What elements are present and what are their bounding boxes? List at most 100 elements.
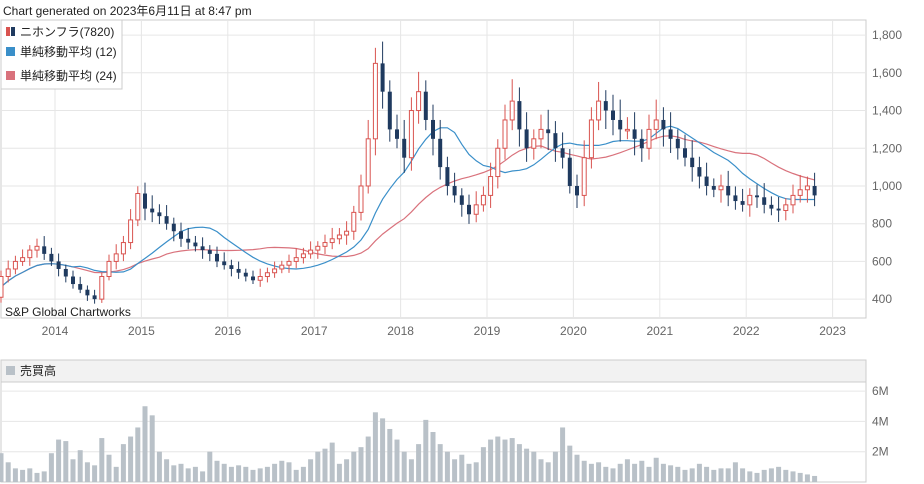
candle-down (423, 91, 428, 120)
price-tick-label: 800 (872, 217, 892, 231)
price-tick-label: 1,800 (872, 28, 902, 42)
volume-bar (682, 469, 688, 482)
volume-bar (804, 474, 810, 482)
price-tick-label: 1,200 (872, 141, 902, 155)
volume-bar (5, 462, 11, 482)
candle-up (351, 211, 357, 232)
candle-down (438, 138, 443, 168)
volume-tick-label: 4M (872, 414, 889, 428)
volume-bar (646, 466, 652, 482)
volume-bar (120, 444, 126, 482)
price-tick-label: 1,600 (872, 66, 902, 80)
volume-bar (63, 441, 69, 482)
candle-up (509, 100, 515, 121)
candle-down (560, 148, 565, 158)
legend-label-price: ニホンフラ(7820) (20, 25, 114, 39)
candle-down (71, 276, 75, 285)
volume-bar (430, 432, 436, 482)
legend-label-sma12: 単純移動平均 (12) (20, 45, 117, 59)
candle-up (502, 119, 508, 149)
candle-down (186, 238, 191, 243)
candle-up (653, 119, 659, 130)
candle-down (762, 197, 767, 205)
volume-bar (459, 454, 465, 482)
candle-down (711, 185, 716, 190)
volume-bar (92, 465, 98, 482)
volume-bar (675, 466, 681, 482)
volume-bar (639, 460, 645, 482)
candle-down (632, 129, 637, 139)
volume-bar (135, 427, 141, 482)
volume-bar (790, 471, 796, 482)
year-tick-label: 2022 (733, 324, 760, 338)
candle-up (308, 249, 314, 255)
volume-bar (408, 459, 414, 482)
legend: ニホンフラ(7820) 単純移動平均 (12) 単純移動平均 (24) (0, 19, 123, 90)
volume-bar (768, 468, 774, 482)
candle-down (207, 250, 212, 254)
candle-down (704, 176, 709, 186)
candle-up (135, 193, 141, 221)
volume-bar (524, 448, 530, 482)
volume-bar (214, 460, 220, 482)
credit-text: S&P Global Chartworks (5, 305, 131, 319)
volume-bar (329, 442, 335, 482)
volume-bar (286, 462, 292, 482)
candle-down (193, 242, 198, 247)
candle-up (372, 62, 378, 140)
candle-down (740, 201, 745, 205)
candle-down (546, 129, 551, 134)
volume-bar (358, 447, 364, 482)
volume-bar (228, 466, 234, 482)
candle-up (596, 100, 602, 121)
candle-down (49, 253, 54, 262)
candle-up (365, 138, 371, 187)
volume-bar (48, 453, 54, 482)
volume-bars (0, 406, 818, 482)
candle-down (229, 265, 234, 269)
year-tick-label: 2018 (387, 324, 414, 338)
volume-bar (437, 444, 443, 482)
year-tick-label: 2015 (128, 324, 155, 338)
year-tick-label: 2016 (214, 324, 241, 338)
volume-bar (308, 459, 314, 482)
volume-tick-label: 2M (872, 445, 889, 459)
candle-up (538, 128, 544, 140)
volume-bar (0, 453, 4, 482)
volume-bar (293, 469, 299, 482)
candle-down (733, 195, 738, 202)
year-tick-label: 2017 (301, 324, 328, 338)
volume-bar (668, 465, 674, 482)
volume-bar (632, 463, 638, 482)
volume-bar (351, 451, 357, 482)
volume-bar (272, 463, 278, 482)
candle-up (336, 234, 342, 240)
volume-bar (27, 468, 33, 482)
candle-down (668, 129, 673, 139)
volume-bar (264, 466, 270, 482)
candle-down (200, 246, 205, 251)
volume-bar (560, 427, 566, 482)
volume-bar (480, 447, 486, 482)
volume-bar (747, 471, 753, 482)
volume-bar (581, 460, 587, 482)
candle-down (683, 148, 687, 158)
volume-bar (56, 439, 62, 482)
candle-up (128, 219, 134, 244)
volume-bar (740, 468, 746, 482)
price-tick-label: 400 (872, 292, 892, 306)
volume-bar (113, 466, 119, 482)
candle-down (215, 253, 219, 262)
volume-bar (624, 459, 630, 482)
volume-swatch-icon (6, 366, 15, 375)
candle-down (56, 261, 61, 269)
volume-bar (761, 469, 767, 482)
candle-up (344, 230, 350, 236)
candle-up (99, 276, 105, 300)
candle-down (575, 185, 579, 196)
volume-bar (192, 466, 198, 482)
volume-bar (300, 466, 306, 482)
candle-up (106, 260, 112, 278)
candle-up (783, 204, 789, 211)
